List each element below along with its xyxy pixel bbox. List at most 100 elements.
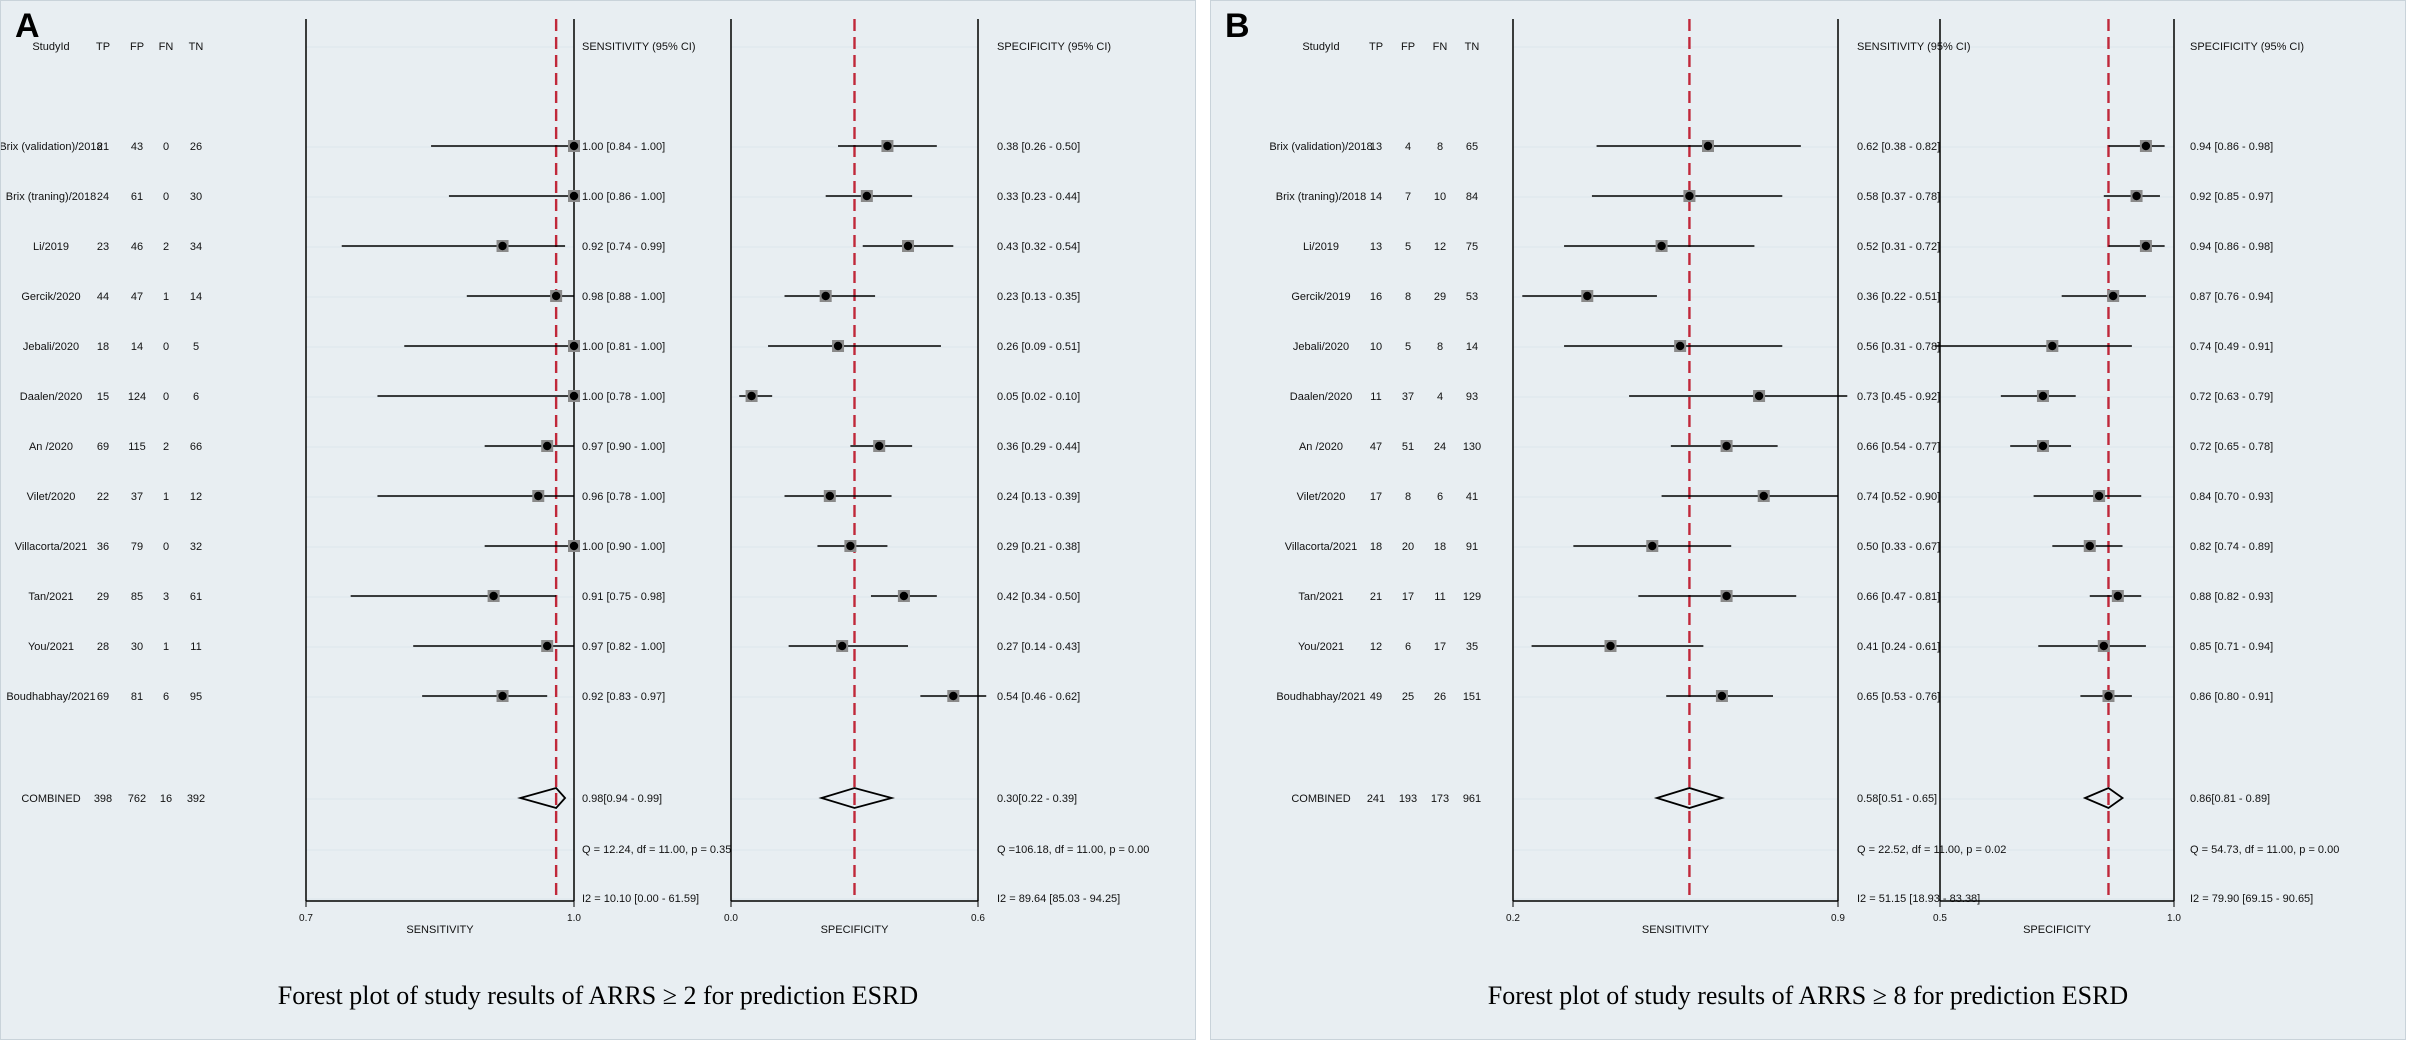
point-estimate <box>747 391 756 401</box>
table-cell: 20 <box>1402 541 1414 553</box>
study-name: Brix (validation)/2018 <box>1 141 103 153</box>
study-name: Tan/2021 <box>28 591 73 603</box>
column-header: FP <box>130 41 144 53</box>
heterogeneity-i2: I2 = 10.10 [0.00 - 61.59] <box>582 893 699 905</box>
study-name: You/2021 <box>28 641 74 653</box>
table-cell: 129 <box>1463 591 1481 603</box>
point-estimate <box>883 141 892 151</box>
point-estimate <box>498 691 507 701</box>
table-cell: 29 <box>97 591 109 603</box>
ci-label: 0.29 [0.21 - 0.38] <box>997 541 1080 553</box>
point-estimate <box>1703 141 1713 151</box>
x-tick-label: 0.2 <box>1506 913 1520 924</box>
ci-label: 0.74 [0.49 - 0.91] <box>2190 341 2273 353</box>
point-estimate <box>1606 641 1615 651</box>
table-cell: 46 <box>131 241 143 253</box>
point-estimate <box>899 591 909 601</box>
heterogeneity-i2: I2 = 79.90 [69.15 - 90.65] <box>2190 893 2313 905</box>
point-estimate <box>1717 691 1727 701</box>
ci-label: 0.33 [0.23 - 0.44] <box>997 191 1080 203</box>
x-axis-label: SPECIFICITY <box>821 924 890 936</box>
table-cell: 30 <box>131 641 143 653</box>
point-estimate <box>2038 391 2048 401</box>
table-cell: 5 <box>1405 241 1411 253</box>
heterogeneity-i2: I2 = 89.64 [85.03 - 94.25] <box>997 893 1120 905</box>
table-cell: 28 <box>97 641 109 653</box>
ci-label: 0.72 [0.65 - 0.78] <box>2190 441 2273 453</box>
table-cell: 18 <box>1370 541 1382 553</box>
table-cell: 84 <box>1466 191 1478 203</box>
ci-label: 0.72 [0.63 - 0.79] <box>2190 391 2273 403</box>
point-estimate <box>837 641 847 651</box>
ci-label: 0.84 [0.70 - 0.93] <box>2190 491 2273 503</box>
study-name: Gercik/2019 <box>1291 291 1350 303</box>
specificity-header: SPECIFICITY (95% CI) <box>2190 41 2304 53</box>
study-name: Brix (traning)/2018 <box>1276 191 1367 203</box>
heterogeneity-q: Q = 54.73, df = 11.00, p = 0.00 <box>2190 844 2339 856</box>
table-cell: 24 <box>1434 441 1446 453</box>
table-cell: 26 <box>190 141 202 153</box>
table-cell: 14 <box>1466 341 1478 353</box>
table-cell: 49 <box>1370 691 1382 703</box>
point-estimate <box>2048 341 2057 351</box>
table-cell: 34 <box>190 241 202 253</box>
table-cell: 37 <box>1402 391 1414 403</box>
point-estimate <box>1685 191 1694 201</box>
x-axis-label: SPECIFICITY <box>2023 924 2092 936</box>
table-cell: 1 <box>163 641 169 653</box>
forest-plot-b: StudyId TP FP FN TN SENSITIVITY (95% CI) SPECI… <box>1269 19 2339 936</box>
table-cell: 21 <box>97 141 109 153</box>
table-cell: 5 <box>1405 341 1411 353</box>
point-estimate <box>2099 641 2108 651</box>
sensitivity-header: SENSITIVITY (95% CI) <box>582 41 696 53</box>
table-cell: 130 <box>1463 441 1481 453</box>
table-cell: 43 <box>131 141 143 153</box>
ci-label: 0.82 [0.74 - 0.89] <box>2190 541 2273 553</box>
table-cell: 6 <box>1437 491 1443 503</box>
table-cell: 25 <box>1402 691 1414 703</box>
ci-label: 0.74 [0.52 - 0.90] <box>1857 491 1940 503</box>
ci-label: 0.94 [0.86 - 0.98] <box>2190 141 2273 153</box>
ci-label: 0.66 [0.54 - 0.77] <box>1857 441 1940 453</box>
point-estimate <box>2094 491 2104 501</box>
panel-b: B StudyId TP FP FN TN SENSITIVITY (95% CI) SPE… <box>1210 0 2406 1040</box>
table-cell: 4 <box>1437 391 1443 403</box>
table-cell: 79 <box>131 541 143 553</box>
table-cell: 69 <box>97 691 109 703</box>
point-estimate <box>1759 491 1768 501</box>
ci-label: 0.97 [0.82 - 1.00] <box>582 641 665 653</box>
ci-label: 0.52 [0.31 - 0.72] <box>1857 241 1940 253</box>
combined-label: COMBINED <box>1291 793 1350 805</box>
ci-label: 0.54 [0.46 - 0.62] <box>997 691 1080 703</box>
point-estimate <box>1583 291 1592 301</box>
column-header: FN <box>1433 41 1448 53</box>
point-estimate <box>2113 591 2123 601</box>
table-cell: 4 <box>1405 141 1411 153</box>
table-cell: 5 <box>193 341 199 353</box>
ci-label: 0.23 [0.13 - 0.35] <box>997 291 1080 303</box>
heterogeneity-i2: I2 = 51.15 [18.93 - 83.38] <box>1857 893 1980 905</box>
table-cell: 47 <box>131 291 143 303</box>
ci-label: 0.92 [0.85 - 0.97] <box>2190 191 2273 203</box>
study-name: Villacorta/2021 <box>1285 541 1358 553</box>
study-name: Boudhabhay/2021 <box>6 691 95 703</box>
combined-cell: 961 <box>1463 793 1481 805</box>
ci-label: 0.92 [0.74 - 0.99] <box>582 241 665 253</box>
combined-diamond <box>2082 786 2125 810</box>
table-cell: 1 <box>163 291 169 303</box>
point-estimate <box>569 141 579 151</box>
study-name: Daalen/2020 <box>20 391 82 403</box>
table-cell: 0 <box>163 191 169 203</box>
ci-label: 0.98 [0.88 - 1.00] <box>582 291 665 303</box>
table-cell: 36 <box>97 541 109 553</box>
x-tick-label: 0.7 <box>299 913 313 924</box>
table-cell: 6 <box>1405 641 1411 653</box>
ci-label: 0.86 [0.80 - 0.91] <box>2190 691 2273 703</box>
study-name: An /2020 <box>1299 441 1343 453</box>
ci-label: 0.87 [0.76 - 0.94] <box>2190 291 2273 303</box>
table-cell: 17 <box>1370 491 1382 503</box>
column-header: StudyId <box>32 41 69 53</box>
table-cell: 8 <box>1405 291 1411 303</box>
table-cell: 69 <box>97 441 109 453</box>
table-cell: 15 <box>97 391 109 403</box>
